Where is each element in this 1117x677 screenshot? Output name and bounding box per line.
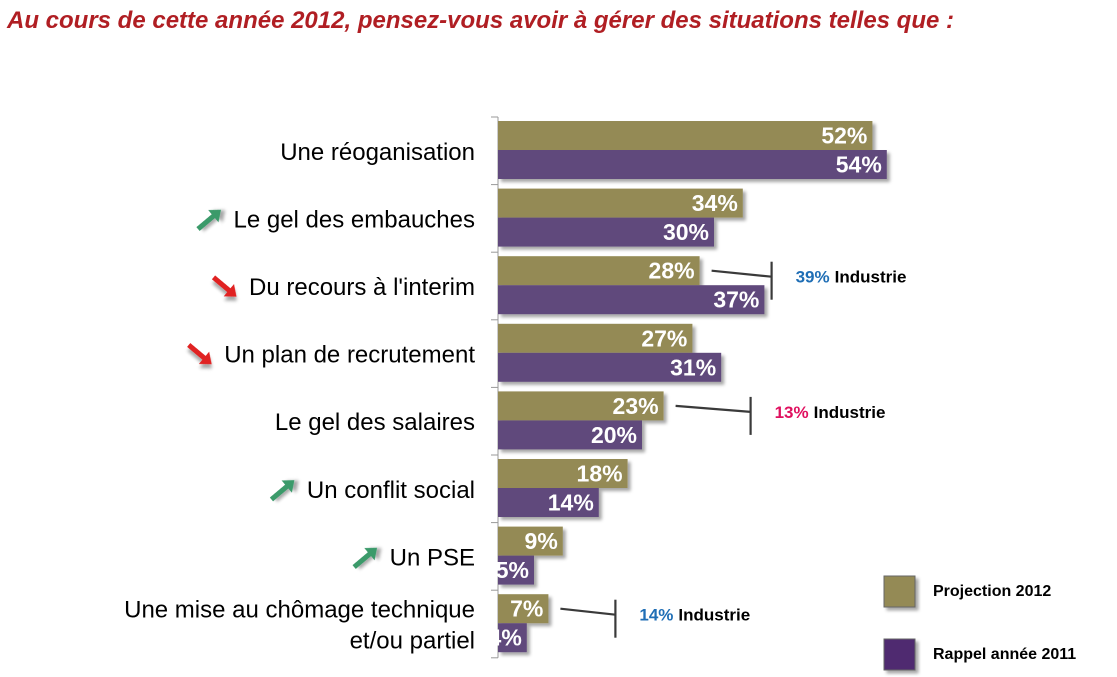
bar-projection-2012 bbox=[498, 121, 873, 150]
data-label: 31% bbox=[670, 354, 716, 380]
arrow-shape bbox=[211, 275, 237, 297]
category-label: Le gel des embauches bbox=[234, 206, 476, 233]
trend-up-arrow-icon bbox=[196, 209, 221, 231]
arrow-shape bbox=[187, 343, 212, 365]
trend-down-arrow-icon bbox=[211, 275, 237, 297]
industrie-annotation-label: Industrie bbox=[678, 606, 750, 625]
data-label: 7% bbox=[510, 596, 543, 622]
bar-projection-2012 bbox=[498, 188, 743, 218]
bar-projection-2012 bbox=[498, 391, 664, 421]
data-label: 23% bbox=[613, 393, 659, 419]
industrie-annotation-value: 39% bbox=[796, 268, 830, 287]
data-label: 18% bbox=[577, 461, 623, 487]
legend-label: Rappel année 2011 bbox=[933, 646, 1076, 663]
industrie-bracket: 39% Industrie bbox=[711, 261, 907, 300]
industrie-bracket: 14% Industrie bbox=[560, 599, 750, 638]
category-label-line: Une réoganisation bbox=[280, 139, 475, 166]
data-label: 9% bbox=[525, 528, 558, 554]
category-label-line: Le gel des salaires bbox=[275, 409, 475, 436]
industrie-annotation: 39% Industrie bbox=[796, 268, 907, 287]
data-label: 52% bbox=[821, 123, 867, 149]
bracket-connector bbox=[560, 607, 616, 616]
industrie-annotation: 14% Industrie bbox=[639, 606, 750, 625]
arrow-shape bbox=[269, 480, 295, 502]
bracket-connector bbox=[711, 269, 772, 278]
data-label: 30% bbox=[663, 219, 709, 245]
category-label: Une réoganisation bbox=[280, 139, 475, 166]
bar-rappel-2011 bbox=[498, 352, 722, 382]
trend-up-arrow-icon bbox=[269, 480, 295, 502]
bar-rappel-2011 bbox=[498, 623, 527, 653]
category-label: Un PSE bbox=[390, 544, 475, 571]
data-label: 27% bbox=[641, 325, 687, 351]
category-label-line: Un plan de recrutement bbox=[224, 342, 475, 369]
trend-down-arrow-icon bbox=[187, 343, 212, 365]
chart-title: Au cours de cette année 2012, pensez-vou… bbox=[7, 7, 955, 34]
bar-rappel-2011 bbox=[498, 150, 887, 179]
industrie-annotation-value: 13% bbox=[775, 403, 809, 422]
bar-rappel-2011 bbox=[498, 488, 599, 517]
category-label-line: Une mise au chômage technique bbox=[124, 597, 475, 624]
category-label-line: Un conflit social bbox=[307, 477, 475, 504]
category-label: Un conflit social bbox=[307, 477, 475, 504]
bar-projection-2012 bbox=[498, 323, 693, 353]
bracket-connector bbox=[675, 404, 751, 413]
category-label-line: Un PSE bbox=[390, 544, 475, 571]
bar-projection-2012 bbox=[498, 594, 549, 624]
arrow-shape bbox=[196, 209, 221, 231]
bar-rappel-2011 bbox=[498, 420, 642, 450]
trend-up-arrow-icon bbox=[352, 547, 378, 569]
arrow-shape bbox=[352, 547, 378, 569]
category-label: Du recours à l'interim bbox=[249, 274, 475, 301]
industrie-annotation: 13% Industrie bbox=[775, 403, 886, 422]
legend: Projection 2012 Rappel année 2011 bbox=[883, 575, 1076, 671]
data-label: 14% bbox=[548, 490, 594, 516]
legend-swatch-projection-2012 bbox=[883, 575, 916, 608]
category-label-line: Du recours à l'interim bbox=[249, 274, 475, 301]
data-label: 54% bbox=[836, 152, 882, 178]
bar-rappel-2011 bbox=[498, 285, 765, 315]
industrie-annotation-label: Industrie bbox=[814, 403, 886, 422]
data-label: 4% bbox=[489, 625, 522, 651]
legend-label: Projection 2012 bbox=[933, 583, 1051, 600]
bar-rappel-2011 bbox=[498, 217, 714, 247]
category-label-line: et/ou partiel bbox=[350, 628, 475, 655]
category-label: Une mise au chômage technique et/ou parti… bbox=[124, 597, 475, 655]
data-label: 37% bbox=[713, 287, 759, 313]
legend-swatch-rappel-2011 bbox=[883, 638, 916, 671]
bar-projection-2012 bbox=[498, 459, 628, 488]
industrie-bracket: 13% Industrie bbox=[675, 396, 886, 435]
bar-projection-2012 bbox=[498, 526, 563, 556]
data-label: 20% bbox=[591, 422, 637, 448]
category-label-line: Le gel des embauches bbox=[234, 206, 476, 233]
data-label: 28% bbox=[649, 258, 695, 284]
data-label: 34% bbox=[692, 190, 738, 216]
data-label: 5% bbox=[496, 557, 529, 583]
industrie-annotation-label: Industrie bbox=[835, 268, 907, 287]
bar-projection-2012 bbox=[498, 256, 700, 286]
industrie-annotation-value: 14% bbox=[639, 606, 673, 625]
category-label: Le gel des salaires bbox=[275, 409, 475, 436]
bar-rappel-2011 bbox=[498, 555, 534, 585]
category-label: Un plan de recrutement bbox=[224, 342, 475, 369]
